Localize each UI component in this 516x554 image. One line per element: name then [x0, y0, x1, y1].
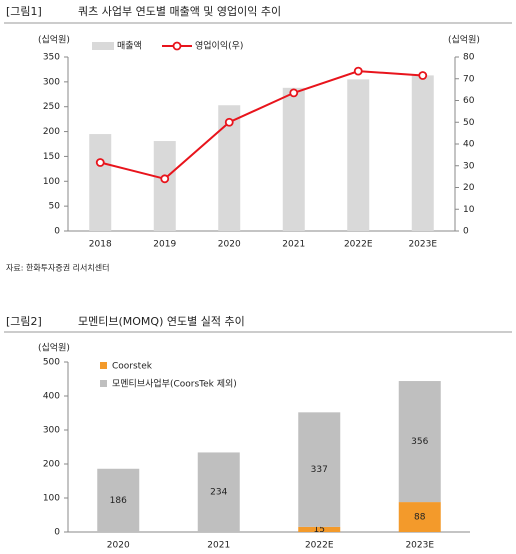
- bar-segment: [298, 412, 341, 527]
- y2-tick-label: 70: [463, 74, 475, 84]
- y-tick-label: 100: [43, 494, 60, 504]
- bar-segment: [298, 526, 341, 532]
- figure-label: [그림1]: [6, 5, 42, 18]
- y2-tick-label: 60: [463, 96, 475, 106]
- y-tick-label: 0: [54, 227, 60, 237]
- y-tick-label: 100: [43, 177, 60, 187]
- point: [353, 66, 363, 76]
- point: [95, 158, 105, 167]
- bar-segment: [197, 452, 240, 532]
- line: [100, 70, 423, 180]
- chart-title: 쿼츠 사업부 연도별 매출액 및 영업이익 추이: [78, 5, 281, 18]
- y-tick-label: 150: [43, 152, 60, 162]
- x-tick-label: 2023E: [405, 541, 434, 551]
- legend-swatch: [100, 380, 107, 387]
- bar: [153, 141, 176, 231]
- y-tick-label: 400: [43, 392, 60, 402]
- point: [160, 174, 170, 184]
- y2-tick-label: 40: [463, 140, 475, 150]
- data-label: 234: [210, 488, 227, 498]
- bar-segment: [97, 468, 140, 532]
- legend-label: 영업이익(우): [195, 40, 243, 52]
- bar: [89, 134, 112, 231]
- data-label: 186: [110, 496, 127, 506]
- bar: [282, 87, 305, 231]
- data-label: 15: [314, 525, 325, 535]
- bar: [347, 79, 370, 231]
- point: [418, 71, 428, 80]
- y-tick-label: 200: [43, 127, 60, 137]
- point: [289, 88, 299, 98]
- x-tick-label: 2022E: [344, 240, 373, 250]
- figure-label: [그림2]: [6, 315, 42, 328]
- x-tick-label: 2019: [153, 240, 176, 250]
- y2-tick-label: 0: [463, 227, 469, 237]
- x-tick-label: 2023E: [408, 240, 437, 250]
- x-tick-label: 2021: [207, 541, 230, 551]
- x-tick-label: 2022E: [305, 541, 334, 551]
- x-tick-label: 2018: [89, 240, 112, 250]
- legend-label: Coorstek: [112, 362, 153, 372]
- x-tick-label: 2021: [282, 240, 305, 250]
- y2-tick-label: 20: [463, 183, 475, 193]
- data-label: 337: [311, 465, 328, 475]
- bar-segment: [398, 381, 441, 503]
- bar: [411, 75, 434, 231]
- y-tick-label: 50: [49, 202, 61, 212]
- x-tick-label: 2020: [218, 240, 241, 250]
- chart-title: 모멘티브(MOMQ) 연도별 실적 추이: [78, 315, 245, 328]
- y-tick-label: 300: [43, 426, 60, 436]
- y-tick-label: 250: [43, 102, 60, 112]
- y2-axis-label: (십억원): [448, 34, 480, 46]
- legend-swatch: [92, 42, 114, 50]
- legend-label: 모멘티브사업부(CoorsTek 제외): [112, 378, 237, 390]
- legend-marker: [172, 41, 182, 51]
- legend-label: 매출액: [117, 40, 142, 52]
- x-tick-label: 2020: [107, 541, 130, 551]
- data-label: 88: [414, 513, 426, 523]
- y-tick-label: 350: [43, 53, 60, 63]
- y-tick-label: 300: [43, 77, 60, 87]
- source: 자료: 한화투자증권 리서치센터: [6, 263, 109, 273]
- bar-segment: [398, 502, 441, 532]
- y2-tick-label: 30: [463, 161, 475, 171]
- point: [224, 117, 234, 127]
- y-tick-label: 200: [43, 460, 60, 470]
- y-tick-label: 0: [54, 528, 60, 538]
- y-axis-label: (십억원): [38, 34, 70, 46]
- y-axis-label: (십억원): [38, 342, 70, 354]
- data-label: 356: [411, 437, 428, 447]
- y-tick-label: 500: [43, 358, 60, 368]
- y2-tick-label: 50: [463, 118, 475, 128]
- bar: [218, 105, 241, 231]
- legend-swatch: [100, 362, 107, 369]
- y2-tick-label: 10: [463, 205, 475, 215]
- y2-tick-label: 80: [463, 53, 475, 63]
